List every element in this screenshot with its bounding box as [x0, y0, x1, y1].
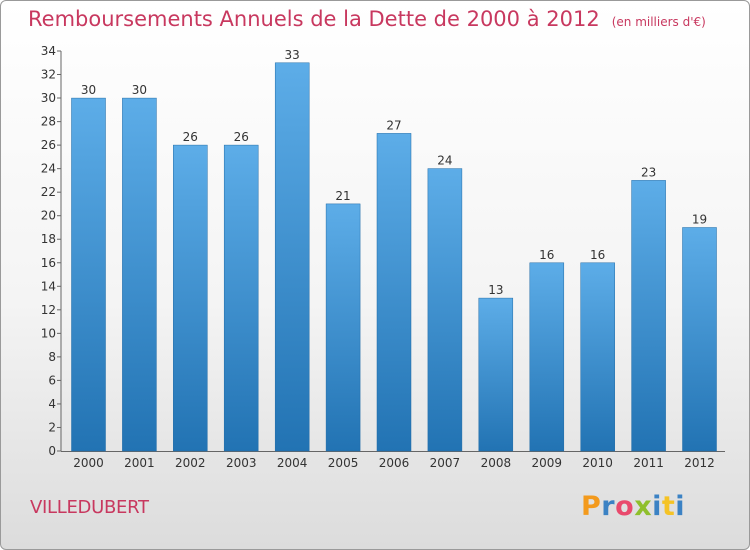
x-tick-label: 2001: [124, 456, 155, 470]
logo-letter: o: [615, 491, 635, 522]
bar-2007: [427, 168, 463, 452]
x-tick-label: 2005: [328, 456, 359, 470]
y-tick-label: 8: [48, 350, 56, 364]
x-tick-label: 2012: [684, 456, 715, 470]
city-name: VILLEDUBERT: [30, 497, 149, 518]
bar-2002: [173, 144, 208, 452]
data-label: 16: [590, 248, 605, 262]
bar-2000: [71, 97, 106, 452]
y-tick-label: 16: [41, 256, 56, 270]
bar-2008: [478, 297, 514, 452]
logo-letter: i: [675, 491, 686, 522]
bar-2009: [529, 262, 565, 452]
bar-2012: [682, 227, 717, 452]
chart-subtitle: (en milliers d'€): [611, 15, 706, 29]
data-label: 30: [132, 83, 147, 97]
x-tick-label: 2011: [633, 456, 664, 470]
data-label: 27: [386, 118, 401, 132]
bar-2004: [274, 62, 310, 452]
data-label: 13: [488, 283, 503, 297]
proxiti-logo: Proxiti: [581, 491, 685, 522]
bar-2010: [580, 262, 615, 452]
y-tick-label: 0: [48, 444, 56, 458]
chart-title: Remboursements Annuels de la Dette de 20…: [28, 7, 706, 31]
chart-title-text: Remboursements Annuels de la Dette de 20…: [28, 7, 600, 31]
data-label: 33: [285, 48, 300, 62]
x-tick-label: 2008: [481, 456, 512, 470]
x-tick-label: 2007: [430, 456, 461, 470]
y-tick-label: 6: [48, 373, 56, 387]
x-tick-label: 2009: [531, 456, 562, 470]
data-label: 19: [692, 212, 707, 226]
y-tick-label: 20: [41, 209, 56, 223]
data-label: 26: [183, 130, 198, 144]
bar-2011: [631, 180, 666, 452]
logo-letter: P: [581, 491, 602, 522]
logo-letter: r: [601, 491, 616, 522]
y-tick-label: 28: [41, 115, 56, 129]
y-tick-label: 24: [41, 162, 56, 176]
data-label: 21: [335, 189, 350, 203]
x-tick-label: 2000: [73, 456, 104, 470]
logo-letter: x: [634, 491, 653, 522]
bar-2003: [223, 144, 259, 452]
bar-2006: [376, 133, 412, 452]
data-label: 24: [437, 154, 452, 168]
x-tick-label: 2010: [582, 456, 613, 470]
data-label: 30: [81, 83, 96, 97]
bar-2001: [122, 97, 157, 452]
x-tick-label: 2003: [226, 456, 257, 470]
x-tick-label: 2002: [175, 456, 206, 470]
data-label: 23: [641, 165, 656, 179]
y-tick-label: 14: [41, 279, 56, 293]
logo-letter: t: [661, 491, 676, 522]
y-tick-label: 12: [41, 303, 56, 317]
y-tick-label: 32: [41, 68, 56, 82]
y-tick-label: 22: [41, 185, 56, 199]
x-tick-label: 2004: [277, 456, 308, 470]
x-tick-label: 2006: [379, 456, 410, 470]
y-tick-label: 30: [41, 91, 56, 105]
y-tick-label: 18: [41, 232, 56, 246]
bar-2005: [325, 203, 361, 452]
data-label: 26: [234, 130, 249, 144]
logo-letter: i: [652, 491, 662, 522]
data-label: 16: [539, 248, 554, 262]
y-tick-label: 2: [48, 420, 56, 434]
y-tick-label: 10: [41, 326, 56, 340]
y-tick-label: 26: [41, 138, 56, 152]
y-tick-label: 4: [48, 397, 56, 411]
y-tick-label: 34: [41, 44, 56, 58]
